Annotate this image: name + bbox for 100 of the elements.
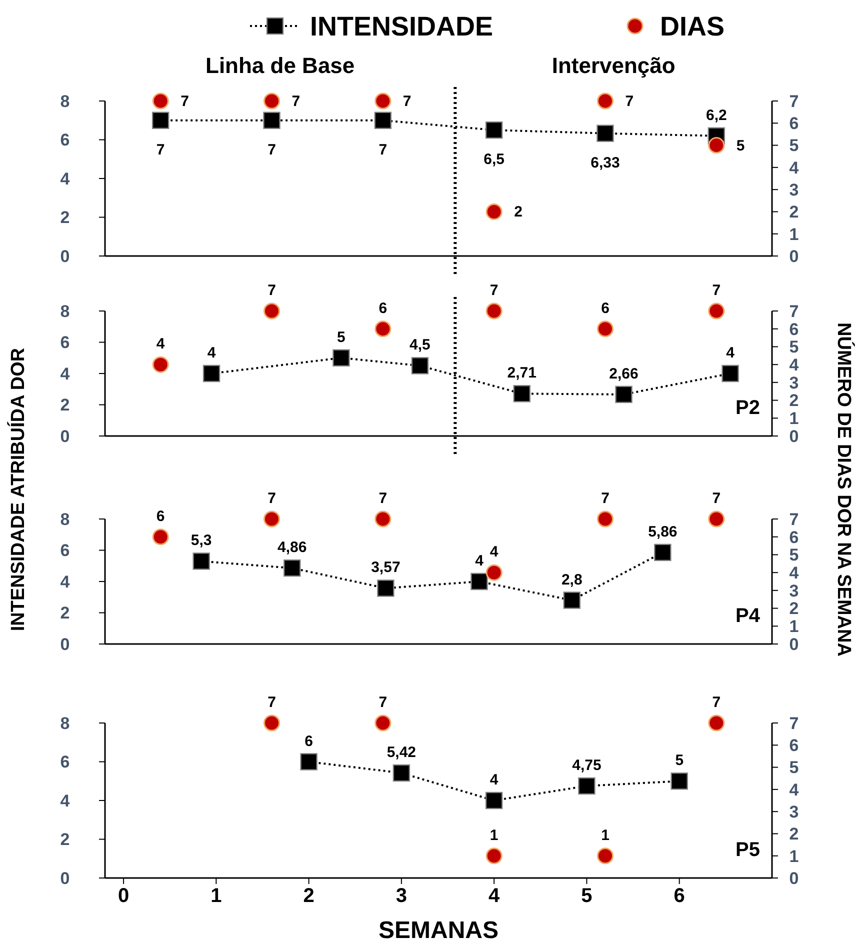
data-label: 7 xyxy=(402,93,412,110)
data-label: 7 xyxy=(378,694,388,711)
x-tick-label: 1 xyxy=(210,885,222,907)
y-tick-label: 4 xyxy=(60,169,70,188)
data-label: 4 xyxy=(207,344,216,362)
text: Linha de Base xyxy=(206,53,355,78)
data-label: 4,75 xyxy=(572,756,602,774)
y-tick-label: 6 xyxy=(60,130,70,150)
y-tick-label: 4 xyxy=(60,364,70,384)
text: Intervenção xyxy=(552,53,676,78)
x-tick-label: 6 xyxy=(674,885,685,907)
y2-tick-label: 1 xyxy=(789,617,799,636)
data-label: 5 xyxy=(736,137,745,154)
y2-tick-label: 2 xyxy=(789,824,799,844)
y-tick-label: 2 xyxy=(60,396,70,415)
data-label: 1 xyxy=(490,826,498,844)
x-tick-label: 2 xyxy=(303,885,314,907)
y2-tick-label: 0 xyxy=(789,246,799,266)
data-label: 4 xyxy=(156,336,166,353)
y-tick-label: 0 xyxy=(60,426,70,446)
y2-tick-label: 6 xyxy=(789,320,799,339)
data-label: 7 xyxy=(490,282,498,299)
data-label: 7 xyxy=(601,490,610,507)
data-label: 7 xyxy=(712,694,721,711)
y2-tick-label: 6 xyxy=(789,736,799,756)
y2-tick-label: 3 xyxy=(789,180,799,200)
x-tick-label: 5 xyxy=(581,885,592,907)
y2-tick-label: 4 xyxy=(789,780,800,800)
data-label: 6 xyxy=(378,300,388,317)
x-axis-title: SEMANAS xyxy=(378,917,499,944)
data-label: 7 xyxy=(712,282,721,299)
data-label: 2,66 xyxy=(609,365,638,382)
data-label: 7 xyxy=(292,93,300,110)
y2-tick-label: 7 xyxy=(789,302,799,321)
data-label: 5 xyxy=(675,752,684,770)
y-tick-label: 8 xyxy=(60,302,70,321)
y-tick-label: 2 xyxy=(60,208,70,228)
y-tick-label: 8 xyxy=(60,714,70,733)
y2-tick-label: 4 xyxy=(789,356,800,375)
data-label: 7 xyxy=(268,282,276,299)
data-label: 4 xyxy=(475,552,484,570)
annotation: P4 xyxy=(736,605,761,627)
y2-tick-label: 3 xyxy=(789,581,799,600)
data-label: 5 xyxy=(337,328,346,346)
data-label: 5,3 xyxy=(190,532,212,550)
y2-tick-label: 4 xyxy=(789,158,800,178)
y2-tick-label: 0 xyxy=(789,426,799,446)
x-tick-label: 4 xyxy=(488,885,501,907)
y2-tick-label: 1 xyxy=(789,224,799,244)
y2-tick-label: 1 xyxy=(789,409,799,428)
data-label: 4 xyxy=(490,544,499,561)
data-label: 7 xyxy=(268,141,276,158)
y2-tick-label: 7 xyxy=(789,92,799,111)
y2-tick-label: 2 xyxy=(789,391,799,410)
data-label: 7 xyxy=(180,93,189,110)
data-label: 7 xyxy=(156,141,165,158)
y2-tick-label: 7 xyxy=(789,510,799,529)
y2-tick-label: 2 xyxy=(789,599,799,618)
y-tick-label: 6 xyxy=(60,541,70,560)
y2-tick-label: 5 xyxy=(789,758,799,778)
y2-tick-label: 3 xyxy=(789,373,799,392)
y2-tick-label: 2 xyxy=(789,202,799,222)
y2-tick-label: 6 xyxy=(789,114,799,134)
y2-tick-label: 0 xyxy=(789,868,799,888)
x-tick-label: 3 xyxy=(396,885,408,907)
data-label: 2,71 xyxy=(507,364,536,382)
y-tick-label: 4 xyxy=(60,572,70,592)
data-label: 6,5 xyxy=(484,151,505,168)
y-tick-label: 0 xyxy=(60,868,70,888)
y2-tick-label: 1 xyxy=(789,846,799,866)
data-label: 4 xyxy=(490,772,499,788)
data-label: 6,33 xyxy=(590,154,620,172)
y2-axis-title: NÚMERO DE DIAS DOR NA SEMANA xyxy=(833,322,855,657)
data-label: 6,2 xyxy=(706,106,727,124)
y-tick-label: 8 xyxy=(60,510,70,529)
y2-tick-label: 4 xyxy=(789,564,800,583)
data-label: 6 xyxy=(304,732,313,750)
y-tick-label: 6 xyxy=(60,333,70,352)
data-label: 5,86 xyxy=(648,523,678,540)
y-tick-label: 0 xyxy=(60,634,70,654)
legend-label: DIAS xyxy=(660,11,725,42)
data-label: 5,42 xyxy=(386,744,416,761)
data-label: 7 xyxy=(625,93,634,110)
y2-tick-label: 5 xyxy=(789,338,799,357)
data-label: 4 xyxy=(726,344,736,362)
data-label: 2,8 xyxy=(561,571,582,588)
y2-tick-label: 0 xyxy=(789,634,799,654)
y2-tick-label: 3 xyxy=(789,802,799,822)
data-label: 6 xyxy=(601,300,610,317)
y2-tick-label: 6 xyxy=(789,528,799,547)
data-label: 7 xyxy=(268,490,276,507)
y2-tick-label: 5 xyxy=(789,136,799,156)
y2-tick-label: 7 xyxy=(789,714,799,733)
y-tick-label: 6 xyxy=(60,752,70,772)
x-tick-label: 0 xyxy=(118,885,130,907)
data-label: 1 xyxy=(601,826,610,844)
y-tick-label: 2 xyxy=(60,830,70,850)
data-label: 4,86 xyxy=(278,539,307,556)
annotation: P5 xyxy=(736,839,760,861)
data-label: 4,5 xyxy=(410,336,430,354)
